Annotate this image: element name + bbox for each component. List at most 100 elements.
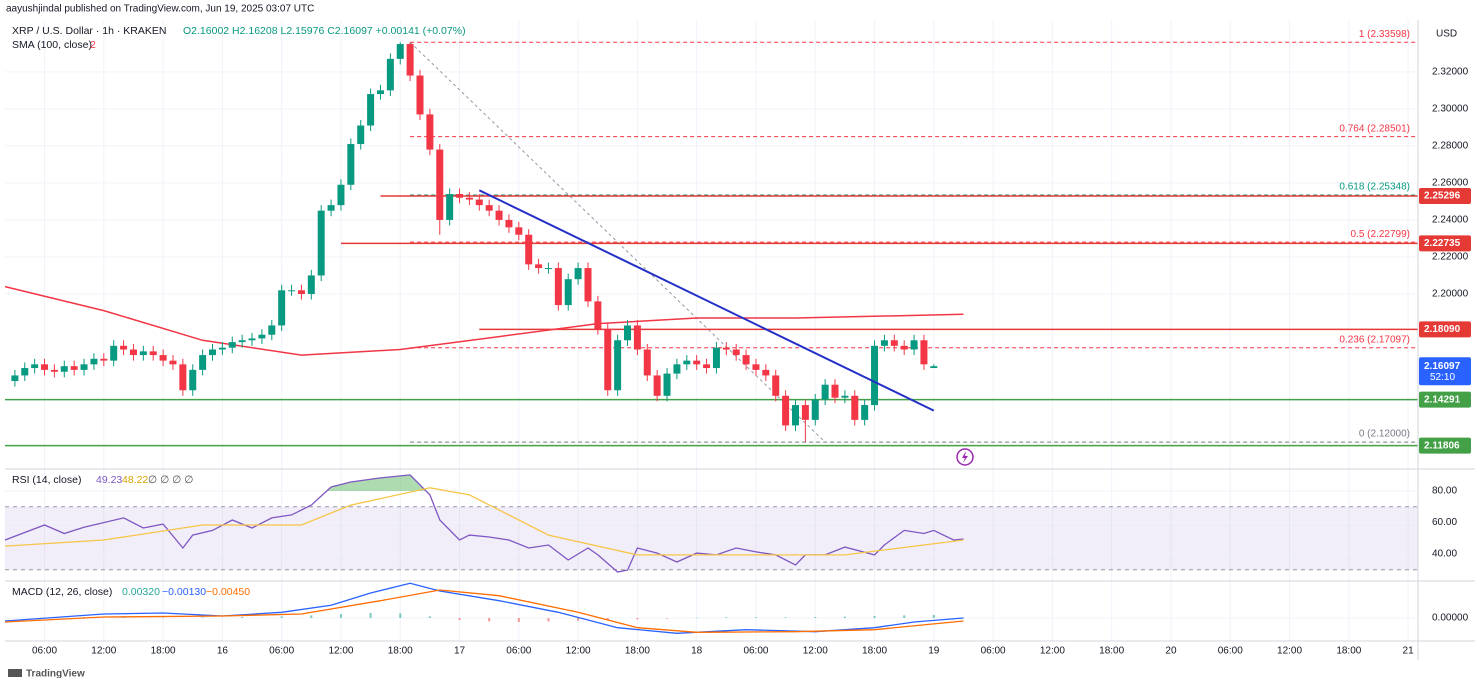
- candle-body: [712, 347, 720, 369]
- histogram-bar: [695, 617, 698, 619]
- candle-body: [209, 349, 217, 356]
- y-tick-label: 2.24000: [1432, 215, 1469, 226]
- countdown: 52:10: [1430, 372, 1455, 383]
- candle-body: [228, 342, 236, 348]
- candle-body: [910, 340, 918, 350]
- candle-body: [11, 375, 19, 381]
- histogram-bar: [666, 618, 669, 619]
- macd-hist-value: 0.00320: [122, 586, 160, 598]
- macd-value: −0.00130: [162, 586, 206, 598]
- histogram-bar: [488, 618, 491, 622]
- candle-body: [663, 373, 671, 396]
- candle-body: [179, 364, 187, 391]
- histogram-bar: [606, 618, 609, 620]
- x-tick-label: 12:00: [328, 646, 353, 657]
- candle-body: [742, 355, 750, 365]
- x-tick-label: 16: [217, 646, 229, 657]
- candle-body: [41, 364, 49, 370]
- x-tick-label: 19: [928, 646, 940, 657]
- fib-diagonal: [409, 41, 826, 443]
- x-tick-label: 18:00: [1336, 646, 1361, 657]
- fib-label: 0.764 (2.28501): [1339, 123, 1410, 134]
- level-tag: [1419, 437, 1471, 454]
- macd-legend: MACD (12, 26, close): [12, 586, 112, 598]
- candle-body: [880, 340, 888, 346]
- histogram-bar: [754, 617, 757, 618]
- y-tick-label: 60.00: [1432, 517, 1457, 528]
- candle-body: [327, 205, 335, 211]
- histogram-bar: [369, 613, 372, 618]
- candle-body: [416, 75, 424, 115]
- histogram-bar: [577, 618, 580, 621]
- x-tick-label: 12:00: [803, 646, 828, 657]
- candle-body: [643, 349, 651, 376]
- x-tick-label: 18: [691, 646, 703, 657]
- histogram-bar: [458, 618, 461, 620]
- candle-body: [653, 375, 661, 396]
- y-tick-label: 2.28000: [1432, 141, 1469, 152]
- candle-body: [831, 384, 839, 398]
- y-tick-label: 2.20000: [1432, 289, 1469, 300]
- candle-body: [594, 301, 602, 330]
- x-tick-label: 06:00: [981, 646, 1006, 657]
- level-tag: [1419, 235, 1471, 252]
- x-tick-label: 18:00: [388, 646, 413, 657]
- candle-body: [396, 44, 404, 59]
- brand: TradingView: [26, 669, 85, 678]
- rsi-band: [5, 506, 1418, 570]
- rsi-legend: RSI (14, close): [12, 474, 81, 486]
- indicator-line: [4, 589, 964, 633]
- candle-body: [21, 368, 29, 376]
- histogram-bar: [122, 617, 125, 618]
- candle-body: [791, 405, 799, 426]
- currency: USD: [1436, 29, 1457, 40]
- candle-body: [693, 360, 701, 365]
- sma-tag: 2: [90, 39, 96, 51]
- candle-body: [218, 347, 226, 350]
- candle-body: [871, 345, 879, 406]
- candle-body: [673, 364, 681, 374]
- candle-body: [60, 366, 68, 372]
- histogram-bar: [517, 618, 520, 622]
- candle-body: [574, 268, 582, 280]
- candle-body: [248, 338, 256, 341]
- grid: [5, 20, 1418, 641]
- candle-body: [535, 264, 543, 269]
- x-tick-label: 18:00: [1099, 646, 1124, 657]
- candle-body: [821, 384, 829, 400]
- candle-body: [841, 395, 849, 398]
- level-label: 2.22735: [1424, 238, 1461, 249]
- candle-body: [100, 358, 108, 361]
- x-tick-label: 06:00: [32, 646, 57, 657]
- candle-body: [367, 94, 375, 126]
- y-tick-label: 2.30000: [1432, 104, 1469, 115]
- x-tick-label: 20: [1165, 646, 1177, 657]
- x-tick-label: 12:00: [91, 646, 116, 657]
- axes: 06:00 12:00 18:00 16 06:00 12:00 18:00 17 06:00 1…: [32, 29, 1471, 657]
- candle-body: [70, 366, 78, 370]
- candle-body: [505, 219, 513, 228]
- histogram-bar: [399, 613, 402, 618]
- candle-body: [683, 360, 691, 365]
- histogram-bar: [547, 618, 550, 622]
- candle-body: [129, 349, 137, 356]
- histogram-bar: [725, 617, 728, 618]
- indicator-line: [4, 487, 964, 556]
- candle-body: [722, 347, 730, 350]
- fib-label: 1 (2.33598): [1359, 29, 1410, 40]
- candle-body: [406, 44, 414, 76]
- histogram-bar: [873, 616, 876, 618]
- candle-body: [278, 290, 286, 326]
- candle-body: [703, 364, 711, 369]
- candle-body: [900, 345, 908, 350]
- candle-body: [120, 345, 128, 350]
- candle-body: [31, 364, 39, 369]
- candle-body: [564, 279, 572, 306]
- candle-body: [50, 369, 58, 372]
- y-tick-label: 0.00000: [1432, 613, 1469, 624]
- candle-body: [782, 395, 790, 426]
- x-tick-label: 12:00: [566, 646, 591, 657]
- candle-body: [258, 334, 266, 339]
- x-tick-label: 18:00: [151, 646, 176, 657]
